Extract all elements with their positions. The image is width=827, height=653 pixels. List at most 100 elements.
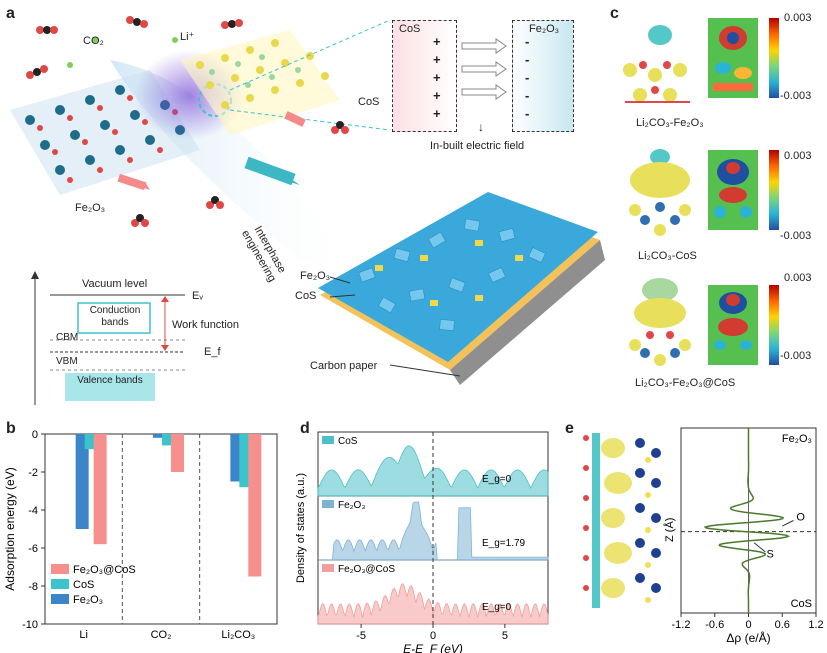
legend-label: Fe₂O₃@CoS <box>338 564 395 575</box>
carbon-paper-label: Carbon paper <box>310 360 378 372</box>
adsorption-energy-chart: 0 -2 -4 -6 -8 -10 Li CO₂ Li₂CO₃ Adsorption energy… <box>3 429 278 641</box>
structure-3-label: Li₂CO₃-Fe₂O₃@CoS <box>635 377 736 389</box>
negative-charges: - - - - - <box>525 33 529 123</box>
minus-sign: - <box>525 106 530 121</box>
li-ion-label: Li⁺ <box>180 31 195 43</box>
gap-label: E_g=1.79 <box>482 538 526 549</box>
dos-area-Fe₂O₃ <box>318 501 549 561</box>
x-tick-label: Li₂CO₃ <box>221 629 255 641</box>
panel-label-e: e <box>565 420 574 437</box>
legend-label: Fe₂O₃ <box>73 594 103 606</box>
dos-chart: CoS E_g=0 Fe₂O₃ E_g=1.79 Fe₂O₃@CoS E_g=0 -5 0 5 E… <box>295 431 549 653</box>
plus-sign: + <box>433 106 441 121</box>
colorbar-3 <box>769 285 779 365</box>
panel-label-c: c <box>610 5 619 22</box>
charge-density-map-3 <box>708 285 758 365</box>
plus-sign: + <box>433 52 441 67</box>
x-tick-label: CO₂ <box>151 629 172 641</box>
panel-label-d: d <box>300 420 310 437</box>
top-label: Fe₂O₃ <box>782 433 812 445</box>
colorbar-2 <box>769 150 779 230</box>
ef-label: E_f <box>204 346 221 358</box>
dos-area-Fe₂O₃@CoS <box>317 582 549 625</box>
gap-label: E_g=0 <box>482 474 512 485</box>
panel-label-a: a <box>6 5 15 22</box>
cos-crystal-label: CoS <box>358 96 380 108</box>
charge-density-structure-3 <box>629 278 691 366</box>
y-tick-label: 0 <box>32 429 38 441</box>
colorbar-1-min: -0.003 <box>780 90 812 102</box>
legend-swatch <box>322 436 334 444</box>
legend-label: CoS <box>338 436 358 447</box>
colorbar-3-min: -0.003 <box>780 350 812 362</box>
x-tick-label: -5 <box>356 630 366 642</box>
colorbar-1 <box>769 18 779 98</box>
structure-1-label: Li₂CO₃-Fe₂O₃ <box>636 117 704 129</box>
annotation-s: S <box>767 549 774 561</box>
x-tick-label: 0 <box>745 619 751 631</box>
plus-sign: + <box>433 34 441 49</box>
electrode-fe2o3-label: Fe₂O₃ <box>300 270 331 282</box>
minus-sign: - <box>525 70 530 85</box>
annotation-leader <box>753 542 766 553</box>
y-tick-label: -2 <box>28 467 38 479</box>
cos-crystal <box>180 30 340 135</box>
y-tick-label: -6 <box>28 543 38 555</box>
fe2o3-field-label: Fe₂O₃ <box>529 23 560 35</box>
y-axis-label: Adsorption energy (eV) <box>3 467 17 590</box>
charge-density-map-1 <box>708 18 758 98</box>
plus-sign: + <box>433 70 441 85</box>
bottom-label: CoS <box>791 598 812 610</box>
panel-a-illustration <box>10 16 391 270</box>
positive-charges: + + + + + <box>433 33 441 123</box>
cos-field-label: CoS <box>399 23 421 35</box>
electrode-cos-label: CoS <box>295 290 317 302</box>
minus-sign: - <box>525 88 530 103</box>
co2-label: CO₂ <box>83 35 104 47</box>
legend-label: Fe₂O₃ <box>338 500 365 511</box>
y-tick-label: -10 <box>22 619 38 631</box>
bar-CoS <box>162 434 175 446</box>
x-tick-label: 1.2 <box>808 619 823 631</box>
bar-Fe₂O₃@CoS <box>248 434 262 577</box>
ev-label: Eᵥ <box>192 290 203 302</box>
x-tick-label: 0 <box>430 630 436 642</box>
charge-difference-line <box>703 428 791 613</box>
charge-difference-chart: -1.2 -0.6 0 0.6 1.2 Δρ (e/Å) Z (Å) Fe₂O₃ CoS O S <box>663 427 824 645</box>
down-arrow-icon: ↓ <box>478 120 484 134</box>
bar-Fe₂O₃@CoS <box>93 434 107 545</box>
x-tick-label: -0.6 <box>705 619 724 631</box>
valence-bands-label: Valence bands <box>77 375 143 386</box>
structure-2-label: Li₂CO₃-CoS <box>638 250 697 262</box>
interface-structure <box>578 428 668 613</box>
colorbar-2-min: -0.003 <box>780 230 812 242</box>
legend-label: CoS <box>73 579 94 591</box>
plus-sign: + <box>433 88 441 103</box>
x-axis-label: Δρ (e/Å) <box>726 630 770 645</box>
gap-label: E_g=0 <box>482 602 512 613</box>
y-axis-label: Density of states (a.u.) <box>295 473 307 583</box>
colorbar-2-max: 0.003 <box>784 150 812 162</box>
colorbar-1-max: 0.003 <box>784 12 812 24</box>
bar-Fe₂O₃ <box>75 434 89 529</box>
cos-field-box: CoS + + + + + <box>392 20 457 132</box>
minus-sign: - <box>525 34 530 49</box>
y-tick-label: -4 <box>28 505 38 517</box>
charge-density-map-2 <box>708 150 758 230</box>
cbm-label: CBM <box>56 332 79 343</box>
bar-Fe₂O₃ <box>153 434 166 438</box>
annotation-leader <box>782 520 794 527</box>
x-tick-label: 5 <box>502 630 508 642</box>
x-tick-label: -1.2 <box>672 619 691 631</box>
y-axis-label: Z (Å) <box>663 518 676 542</box>
panel-label-b: b <box>6 420 16 437</box>
bar-Fe₂O₃@CoS <box>171 434 184 472</box>
charge-density-structure-2 <box>629 149 691 236</box>
legend-swatch <box>322 500 334 508</box>
y-tick-label: -8 <box>28 581 38 593</box>
x-tick-label: 0.6 <box>775 619 790 631</box>
legend-swatch <box>51 564 69 574</box>
fe2o3-crystal-label: Fe₂O₃ <box>75 202 106 214</box>
colorbar-3-max: 0.003 <box>784 272 812 284</box>
legend-swatch <box>51 579 69 589</box>
